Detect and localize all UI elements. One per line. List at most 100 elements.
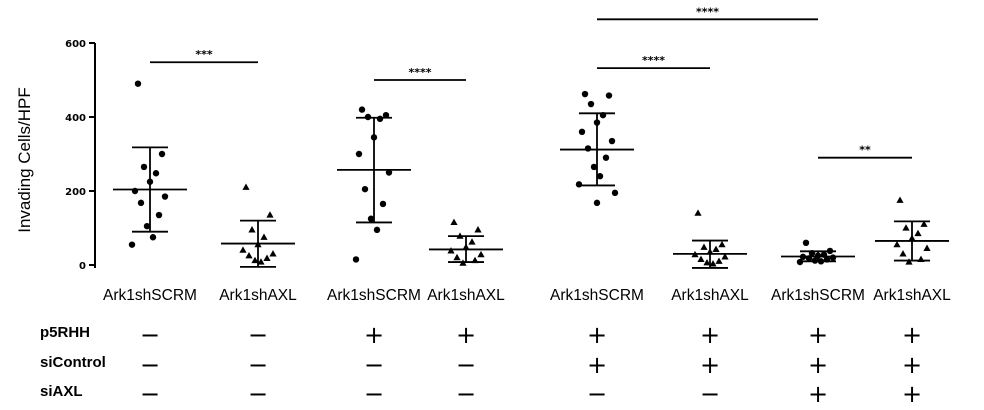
data-point <box>128 241 136 248</box>
data-point <box>593 199 601 207</box>
condition-value: − <box>587 380 607 408</box>
data-point <box>893 240 901 248</box>
data-point <box>355 150 363 158</box>
data-point <box>599 111 607 119</box>
data-point <box>358 106 366 113</box>
data-point <box>611 189 619 197</box>
significance-label: ** <box>859 144 871 157</box>
condition-value: − <box>700 380 720 408</box>
condition-value: − <box>456 380 476 408</box>
y-tick-label: 200 <box>65 187 86 198</box>
data-group <box>429 218 503 266</box>
data-point <box>450 218 458 226</box>
condition-value: + <box>808 321 828 349</box>
data-point <box>808 249 816 257</box>
data-point <box>143 222 151 230</box>
data-point <box>593 119 601 126</box>
data-point <box>608 137 616 145</box>
data-point <box>811 257 819 264</box>
data-point <box>477 250 485 258</box>
data-point <box>709 260 717 267</box>
data-point <box>584 145 592 152</box>
data-point <box>370 134 378 141</box>
data-point <box>257 258 265 265</box>
data-point <box>269 250 277 257</box>
data-point <box>715 257 723 264</box>
data-point <box>814 252 822 259</box>
data-point <box>923 244 931 251</box>
data-point <box>902 224 910 231</box>
data-point <box>140 163 148 171</box>
data-group <box>875 196 949 265</box>
data-point <box>239 246 247 253</box>
condition-label: p5RHH <box>40 324 90 341</box>
data-point <box>352 256 360 263</box>
category-label: Ark1shSCRM <box>550 287 644 304</box>
data-point <box>712 245 720 253</box>
data-point <box>254 240 262 248</box>
significance-label: **** <box>408 66 431 79</box>
category-label: Ark1shSCRM <box>103 287 197 304</box>
data-point <box>134 80 142 87</box>
data-point <box>802 239 810 246</box>
condition-label: siControl <box>40 354 106 371</box>
condition-value: + <box>700 351 720 379</box>
data-point <box>266 211 274 218</box>
data-point <box>691 250 699 258</box>
y-tick-label: 0 <box>79 261 86 272</box>
category-label: Ark1shAXL <box>427 287 505 304</box>
data-group <box>781 239 855 266</box>
condition-value: − <box>140 321 160 349</box>
y-axis: 0 200 400 600 <box>65 39 96 272</box>
data-point <box>799 253 807 261</box>
data-point <box>700 243 708 250</box>
condition-value: + <box>808 380 828 408</box>
data-point <box>581 90 589 98</box>
data-point <box>703 258 711 266</box>
data-point <box>917 255 925 263</box>
significance-label: *** <box>195 48 213 61</box>
condition-value: − <box>364 380 384 408</box>
data-point <box>474 226 482 233</box>
category-label: Ark1shAXL <box>671 287 749 304</box>
data-point <box>248 226 256 233</box>
data-point <box>602 154 610 161</box>
data-point <box>590 163 598 171</box>
data-point <box>587 100 595 108</box>
significance-label: **** <box>696 5 719 18</box>
data-point <box>379 200 387 208</box>
data-point <box>245 251 253 259</box>
data-point <box>718 240 726 248</box>
condition-value: + <box>902 351 922 379</box>
data-point <box>251 256 259 264</box>
data-point <box>131 187 139 195</box>
data-point <box>260 233 268 240</box>
data-point <box>361 185 369 193</box>
condition-value: + <box>808 351 828 379</box>
data-point <box>908 234 916 241</box>
data-group <box>113 80 187 248</box>
category-label: Ark1shAXL <box>873 287 951 304</box>
data-point <box>152 170 160 177</box>
data-point <box>462 243 470 250</box>
data-group <box>673 209 747 269</box>
data-point <box>376 115 384 123</box>
data-point <box>905 258 913 265</box>
data-point <box>826 247 834 255</box>
condition-value: + <box>700 321 720 349</box>
data-point <box>459 259 467 266</box>
data-point <box>706 248 714 255</box>
data-point <box>155 211 163 219</box>
condition-value: − <box>456 351 476 379</box>
y-axis-label: Invading Cells/HPF <box>15 87 34 233</box>
data-point <box>914 229 922 237</box>
data-point <box>920 220 928 227</box>
condition-value: + <box>902 380 922 408</box>
data-point <box>468 238 476 245</box>
category-label: Ark1shAXL <box>219 287 297 304</box>
category-label: Ark1shSCRM <box>327 287 421 304</box>
data-point <box>149 234 157 241</box>
data-point <box>242 183 250 190</box>
data-point <box>575 181 583 188</box>
y-tick-label: 600 <box>65 39 86 50</box>
